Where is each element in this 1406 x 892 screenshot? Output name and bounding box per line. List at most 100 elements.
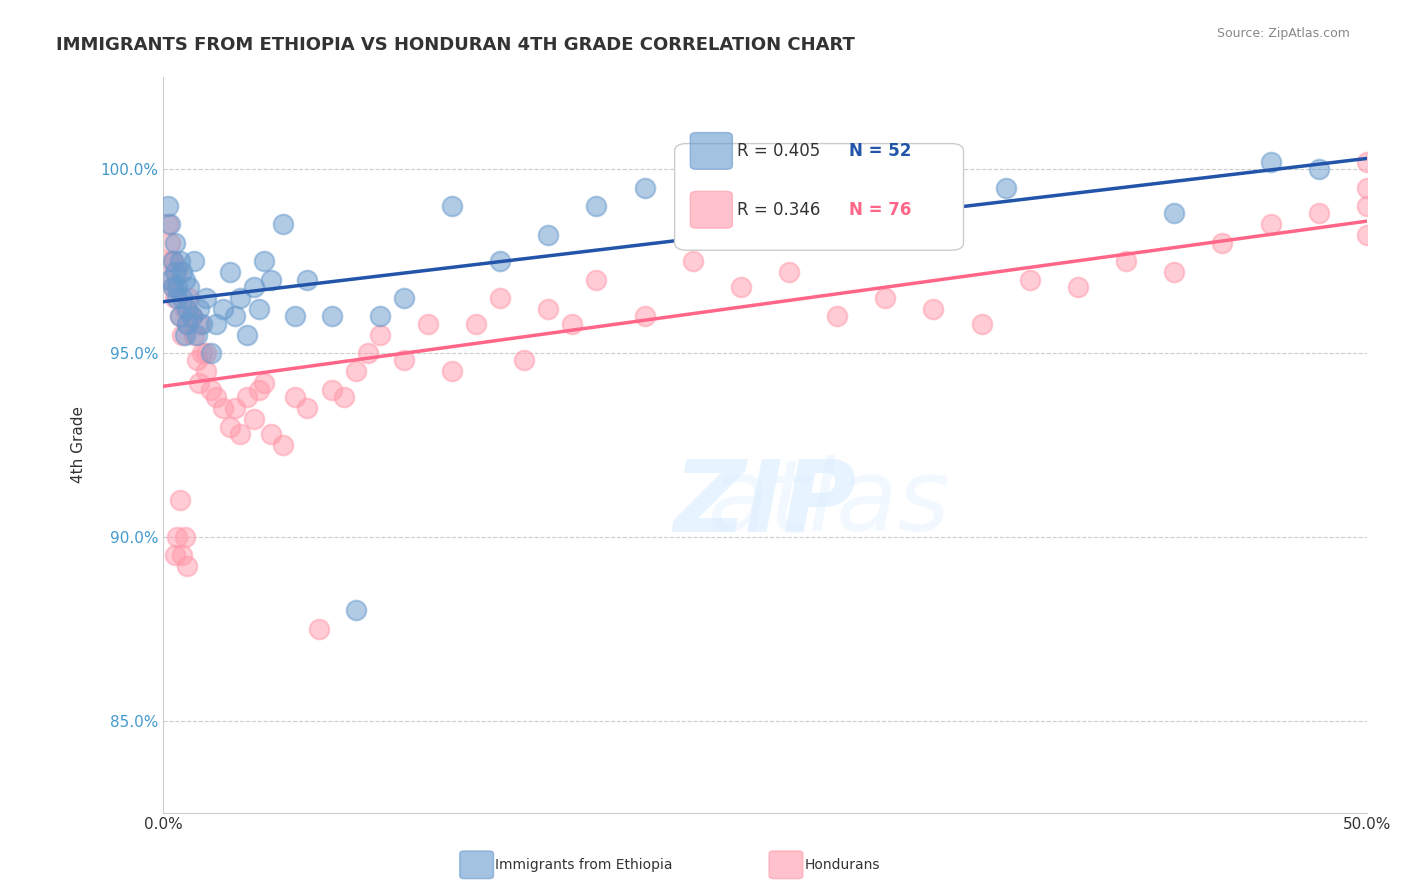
Point [730, 280, 752, 294]
Point [156, 199, 179, 213]
Point [180, 310, 202, 324]
Point [236, 390, 259, 404]
Point [176, 317, 198, 331]
Text: IMMIGRANTS FROM ETHIOPIA VS HONDURAN 4TH GRADE CORRELATION CHART: IMMIGRANTS FROM ETHIOPIA VS HONDURAN 4TH… [56, 36, 855, 54]
Point [162, 254, 184, 268]
Point [173, 327, 195, 342]
Point [1355, 155, 1378, 169]
Point [162, 254, 184, 268]
Point [1260, 155, 1282, 169]
Point [169, 254, 191, 268]
Point [173, 530, 195, 544]
Y-axis label: 4th Grade: 4th Grade [72, 407, 86, 483]
Point [163, 235, 186, 250]
Point [273, 438, 295, 452]
Point [190, 317, 212, 331]
Point [172, 265, 194, 279]
Point [875, 291, 897, 305]
Point [368, 310, 391, 324]
Point [212, 401, 235, 416]
Point [1308, 162, 1330, 177]
FancyBboxPatch shape [690, 133, 733, 169]
Point [224, 310, 246, 324]
Point [273, 218, 295, 232]
Point [159, 218, 181, 232]
Point [253, 376, 276, 390]
Point [1115, 254, 1137, 268]
Point [166, 265, 188, 279]
Point [180, 310, 202, 324]
Text: N = 52: N = 52 [849, 142, 911, 160]
Point [162, 280, 184, 294]
Point [195, 346, 218, 360]
Point [633, 310, 655, 324]
Text: R = 0.346: R = 0.346 [737, 201, 821, 219]
Point [1211, 235, 1233, 250]
Point [169, 310, 191, 324]
Point [163, 548, 186, 562]
Point [682, 254, 704, 268]
Point [200, 383, 222, 397]
Point [778, 265, 800, 279]
Point [166, 280, 188, 294]
Point [219, 419, 242, 434]
Point [243, 412, 266, 426]
Text: Source: ZipAtlas.com: Source: ZipAtlas.com [1216, 27, 1350, 40]
Point [1355, 180, 1378, 194]
Point [332, 390, 354, 404]
Point [236, 327, 259, 342]
Text: R = 0.405: R = 0.405 [737, 142, 821, 160]
Point [205, 390, 228, 404]
Point [308, 622, 330, 636]
Point [253, 254, 276, 268]
Point [159, 272, 181, 286]
Text: atlas: atlas [581, 455, 949, 552]
Point [344, 603, 367, 617]
Point [825, 310, 848, 324]
Point [1067, 280, 1090, 294]
Point [392, 353, 415, 368]
Point [1018, 272, 1040, 286]
Point [344, 364, 367, 378]
Point [1355, 228, 1378, 243]
Point [922, 301, 945, 316]
Point [260, 427, 283, 442]
Point [173, 301, 195, 316]
Point [195, 364, 218, 378]
Point [1163, 206, 1185, 220]
Point [195, 291, 218, 305]
Point [247, 383, 270, 397]
Point [188, 317, 211, 331]
Point [200, 346, 222, 360]
Point [440, 199, 463, 213]
Point [284, 390, 307, 404]
Point [356, 346, 378, 360]
Point [176, 301, 198, 316]
Text: ZIP: ZIP [673, 455, 856, 552]
Point [513, 353, 536, 368]
Point [1308, 206, 1330, 220]
Point [224, 401, 246, 416]
Point [172, 548, 194, 562]
Point [585, 272, 607, 286]
Point [176, 559, 198, 574]
Point [416, 317, 439, 331]
Point [163, 265, 186, 279]
Point [163, 291, 186, 305]
Point [156, 218, 179, 232]
FancyBboxPatch shape [690, 192, 733, 228]
Point [166, 291, 188, 305]
Point [537, 301, 560, 316]
Text: N = 76: N = 76 [849, 201, 911, 219]
Point [166, 530, 188, 544]
Point [162, 280, 184, 294]
Point [183, 327, 205, 342]
Point [297, 401, 319, 416]
Point [994, 180, 1017, 194]
Point [229, 291, 252, 305]
Point [190, 346, 212, 360]
Point [179, 291, 201, 305]
Point [489, 291, 512, 305]
Point [633, 180, 655, 194]
Point [440, 364, 463, 378]
